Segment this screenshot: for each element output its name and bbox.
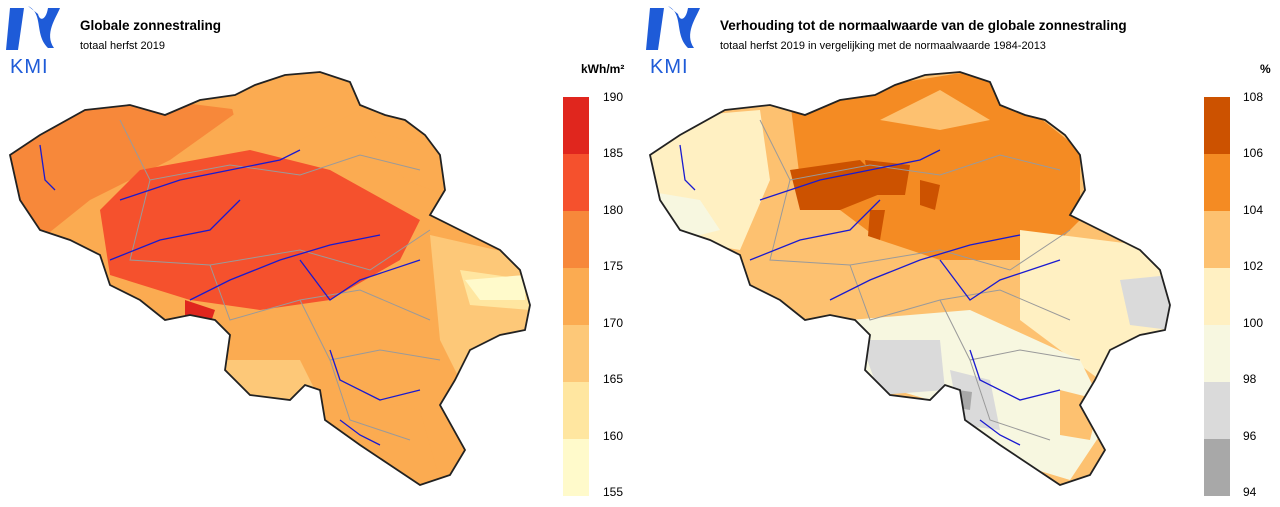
belgium-ratio-map	[649, 71, 1171, 486]
belgium-radiation-map	[9, 71, 531, 486]
legend-band-175-170	[563, 268, 589, 325]
kmi-logo: KMI	[4, 4, 62, 78]
legend-tick: 170	[603, 316, 624, 330]
legend-band-98-96	[1204, 382, 1230, 439]
legend-band-160-155	[563, 439, 589, 496]
legend-tick: 102	[1243, 259, 1264, 273]
solar-radiation-panel: KMI Globale zonnestraling totaal herfst …	[4, 4, 625, 499]
map-subtitle: totaal herfst 2019	[80, 40, 166, 52]
kmi-logo-text: KMI	[650, 56, 689, 78]
legend-tick: 108	[1243, 90, 1264, 104]
legend-tick: 94	[1243, 485, 1257, 499]
legend-band-190-185	[563, 97, 589, 154]
legend-band-170-165	[563, 325, 589, 382]
radiation-ratio-panel: KMI Verhouding tot de normaalwaarde van …	[640, 0, 1280, 507]
legend-tick: 106	[1243, 146, 1264, 160]
legend-tick: 96	[1243, 429, 1257, 443]
legend-tick: 175	[603, 259, 624, 273]
color-legend	[563, 97, 589, 496]
legend-tick: 100	[1243, 316, 1264, 330]
legend-band-96-94	[1204, 439, 1230, 496]
legend-tick: 98	[1243, 372, 1257, 386]
legend-band-102-100	[1204, 268, 1230, 325]
legend-tick: 185	[603, 146, 624, 160]
legend-tick: 190	[603, 90, 624, 104]
legend-band-165-160	[563, 382, 589, 439]
kmi-logo: KMI	[644, 4, 702, 78]
legend-band-180-175	[563, 211, 589, 268]
color-legend	[1204, 97, 1230, 496]
legend-band-108-106	[1204, 97, 1230, 154]
legend-band-100-98	[1204, 325, 1230, 382]
legend-tick: 160	[603, 429, 624, 443]
legend-band-106-104	[1204, 154, 1230, 211]
map-title: Globale zonnestraling	[80, 18, 222, 33]
legend-band-185-180	[563, 154, 589, 211]
legend-tick: 180	[603, 203, 624, 217]
map-subtitle: totaal herfst 2019 in vergelijking met d…	[720, 40, 1046, 52]
map-title: Verhouding tot de normaalwaarde van de g…	[720, 18, 1127, 33]
legend-unit: kWh/m²	[581, 62, 625, 76]
kmi-logo-text: KMI	[10, 56, 49, 78]
legend-unit: %	[1260, 62, 1271, 76]
legend-band-104-102	[1204, 211, 1230, 268]
legend-tick: 165	[603, 372, 624, 386]
legend-tick: 155	[603, 485, 624, 499]
legend-tick: 104	[1243, 203, 1264, 217]
